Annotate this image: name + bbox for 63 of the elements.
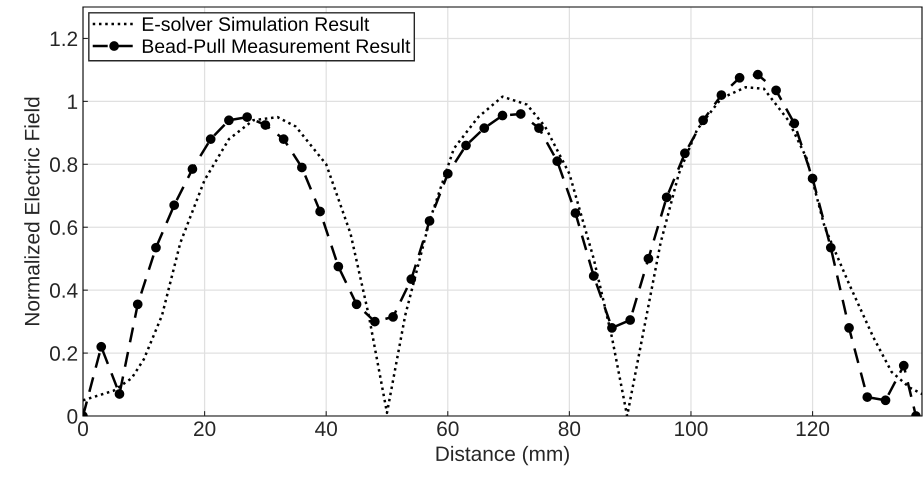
point — [588, 271, 599, 281]
point — [716, 90, 726, 100]
point — [315, 206, 325, 216]
point — [224, 115, 234, 126]
point — [607, 323, 617, 333]
point — [662, 192, 672, 202]
point — [534, 123, 544, 133]
x-tick-label: 60 — [437, 421, 459, 436]
point — [151, 242, 161, 253]
point — [479, 123, 490, 133]
point — [278, 134, 288, 144]
x-axis-title: Distance (mm) — [436, 446, 569, 466]
point — [680, 148, 690, 158]
point — [188, 164, 198, 174]
point — [388, 312, 398, 322]
point — [862, 392, 872, 402]
point — [844, 323, 854, 333]
point — [169, 200, 180, 210]
point — [898, 360, 909, 371]
point — [442, 168, 453, 179]
y-tick-label: 0 — [67, 409, 78, 424]
y-tick-label: 0.4 — [50, 283, 78, 298]
point — [260, 120, 270, 130]
point — [370, 316, 380, 326]
y-tick-label: 0.6 — [50, 220, 78, 235]
point — [406, 274, 416, 284]
point — [880, 395, 890, 406]
point — [826, 242, 836, 253]
point — [424, 216, 434, 226]
x-tick-label: 20 — [194, 421, 216, 436]
point — [132, 299, 143, 310]
point — [114, 389, 124, 399]
y-tick-label: 0.2 — [50, 346, 78, 361]
x-tick-label: 120 — [796, 421, 830, 436]
x-tick-label: 80 — [558, 421, 580, 436]
y-tick-label: 0.8 — [50, 157, 78, 172]
legend-label: E-solver Simulation Result — [142, 16, 370, 32]
point — [297, 162, 307, 172]
point — [498, 110, 508, 120]
point — [752, 70, 763, 80]
point — [771, 86, 781, 96]
legend-label: Bead-Pull Measurement Result — [142, 38, 410, 54]
point — [570, 208, 580, 218]
point — [625, 315, 636, 325]
point — [789, 118, 800, 128]
x-tick-label: 0 — [78, 421, 88, 436]
point — [644, 254, 654, 264]
y-axis-title: Normalized Electric Field — [24, 98, 40, 325]
point — [552, 156, 562, 166]
point — [206, 134, 216, 144]
point — [352, 299, 362, 310]
point — [808, 174, 818, 184]
point — [242, 112, 252, 122]
point — [516, 109, 526, 119]
point — [734, 72, 744, 83]
point — [698, 115, 708, 126]
x-tick-label: 40 — [315, 421, 337, 436]
y-tick-label: 1 — [68, 94, 78, 109]
point — [333, 262, 344, 272]
y-tick-label: 1.2 — [50, 31, 78, 46]
x-tick-label: 100 — [675, 421, 708, 436]
point — [461, 140, 471, 150]
point — [96, 342, 106, 352]
